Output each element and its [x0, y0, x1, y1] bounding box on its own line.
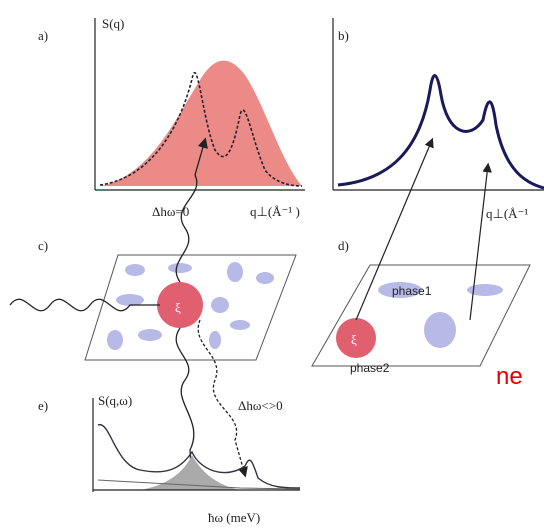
elastic-wave — [175, 137, 208, 283]
panel-c: ξ c) — [9, 137, 297, 483]
shaded-peak — [140, 455, 240, 490]
phase-label: phase1 — [392, 284, 432, 298]
curve — [337, 74, 544, 190]
panel-a: a) S(q) q⊥(Å⁻¹ ) Δhω=0 — [38, 16, 305, 219]
overflow-text: ne — [496, 363, 523, 390]
correlation-region — [157, 282, 203, 328]
arrow — [469, 162, 492, 321]
panel-label: e) — [38, 398, 48, 413]
panel-label: a) — [38, 28, 48, 43]
inelastic-wave-1 — [175, 327, 197, 483]
symbol: ξ — [351, 332, 357, 347]
correlation-region — [336, 318, 376, 358]
arrow — [355, 137, 434, 321]
domain — [424, 312, 456, 348]
annotation: Δhω<>0 — [238, 398, 283, 413]
y-label: S(q,ω) — [98, 393, 132, 408]
panel-label: c) — [38, 238, 48, 253]
incident-wave — [9, 298, 160, 312]
domain — [378, 282, 422, 298]
panel-d: ξ phase1 phase2 d) — [311, 137, 531, 375]
panel-label: b) — [338, 28, 349, 43]
x-label: q⊥(Å⁻¹ — [486, 206, 528, 221]
phase-label: phase2 — [350, 361, 390, 375]
spectrum — [97, 424, 301, 489]
pink-area — [100, 60, 302, 186]
inelastic-wave-2 — [197, 319, 248, 478]
y-label: S(q) — [102, 16, 124, 31]
panel-label: d) — [338, 238, 349, 253]
annotation: Δhω=0 — [152, 204, 189, 219]
symbol: ξ — [175, 300, 181, 315]
panel-e: e) S(q,ω) Δhω<>0 ħω (meV) — [38, 393, 301, 525]
domain — [467, 284, 503, 296]
x-label: q⊥(Å⁻¹ ) — [250, 204, 300, 219]
domains — [107, 262, 274, 350]
panel-b: b) q⊥(Å⁻¹ — [332, 18, 544, 221]
x-label: ħω (meV) — [208, 510, 260, 525]
background — [97, 479, 301, 490]
